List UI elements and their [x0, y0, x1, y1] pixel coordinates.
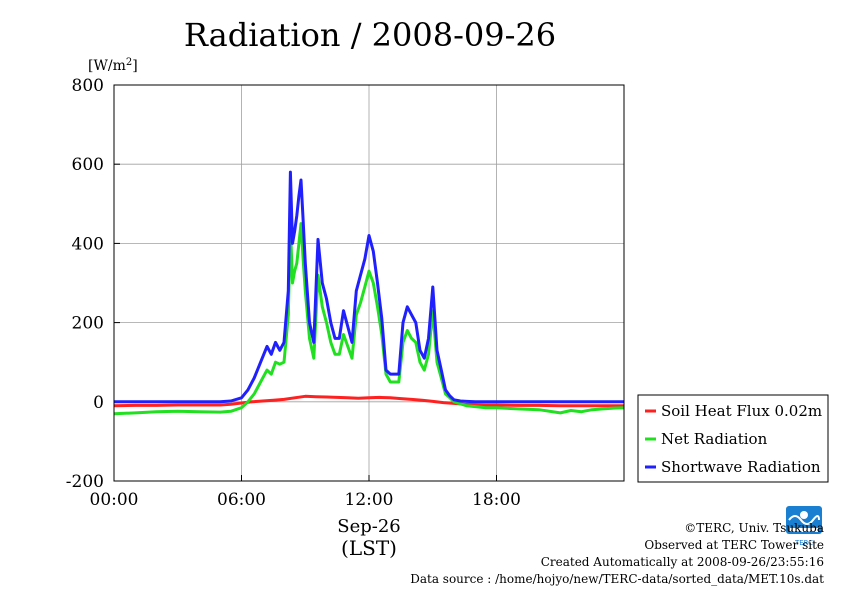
terc-logo-drop-icon — [800, 511, 808, 519]
legend-label: Soil Heat Flux 0.02m — [661, 402, 822, 420]
created-text: Created Automatically at 2008-09-26/23:5… — [540, 555, 824, 569]
y-tick-label: -200 — [66, 472, 104, 492]
grid-lines — [114, 84, 624, 482]
y-tick-label: 0 — [93, 393, 104, 413]
terc-logo-base — [790, 528, 818, 532]
terc-logo-text: TERC — [794, 539, 813, 547]
observed-text: Observed at TERC Tower site — [644, 538, 824, 552]
y-axis-ticks: -200 0 200 400 600 800 — [66, 76, 120, 492]
y-axis-label-superscript: 2 — [126, 57, 132, 68]
copyright-text: ©TERC, Univ. Tsukuba — [684, 521, 824, 535]
x-tick-label: 18:00 — [472, 490, 521, 510]
y-tick-label: 400 — [72, 234, 104, 254]
y-axis-label: [W/m2] — [88, 57, 138, 74]
series-line-net-radiation — [113, 222, 625, 416]
chart-title: Radiation / 2008-09-26 — [184, 16, 556, 54]
legend-box — [637, 394, 829, 483]
terc-logo-shield — [786, 506, 822, 534]
x-axis-timezone-label: (LST) — [341, 536, 397, 560]
terc-logo-wave-icon — [788, 515, 820, 525]
x-axis-date-label: Sep-26 — [337, 516, 401, 537]
plot-frame — [113, 84, 625, 482]
y-tick-label: 200 — [72, 314, 104, 334]
x-tick-label: 00:00 — [90, 490, 139, 510]
legend: Soil Heat Flux 0.02m Net Radiation Shortwa… — [637, 394, 829, 483]
series-lines — [113, 170, 625, 416]
y-axis-label-unit: [W/m — [88, 58, 126, 74]
legend-label: Shortwave Radiation — [661, 458, 821, 476]
terc-logo — [786, 506, 822, 534]
series-line-soil-heat-flux-0-02m — [113, 394, 624, 408]
y-tick-label: 600 — [72, 155, 104, 175]
x-tick-label: 06:00 — [217, 490, 266, 510]
source-text: Data source : /home/hojyo/new/TERC-data/… — [410, 572, 824, 586]
x-tick-label: 12:00 — [345, 490, 394, 510]
series-line-shortwave-radiation — [114, 170, 624, 404]
legend-label: Net Radiation — [661, 430, 768, 448]
x-axis-ticks: 00:00 06:00 12:00 18:00 — [90, 475, 521, 510]
y-axis-label-close: ] — [132, 58, 137, 74]
y-tick-label: 800 — [72, 76, 104, 96]
